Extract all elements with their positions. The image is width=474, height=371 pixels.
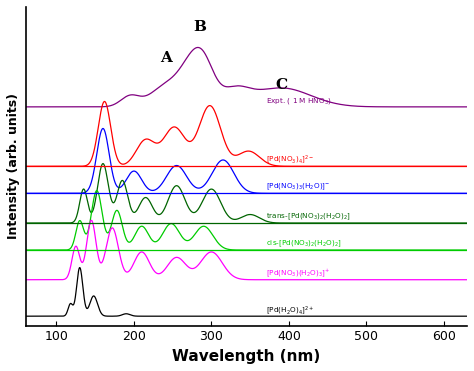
Text: [Pd(NO$_3$)(H$_2$O)$_3$]$^{+}$: [Pd(NO$_3$)(H$_2$O)$_3$]$^{+}$ <box>265 267 330 279</box>
Text: A: A <box>161 51 173 65</box>
Text: [Pd(NO$_3$)$_3$(H$_2$O)]$^{-}$: [Pd(NO$_3$)$_3$(H$_2$O)]$^{-}$ <box>265 181 330 192</box>
Text: Expt. ( 1 M HNO$_3$): Expt. ( 1 M HNO$_3$) <box>265 96 331 106</box>
Text: cis-[Pd(NO$_3$)$_2$(H$_2$O)$_2$]: cis-[Pd(NO$_3$)$_2$(H$_2$O)$_2$] <box>265 238 342 249</box>
X-axis label: Wavelength (nm): Wavelength (nm) <box>172 349 320 364</box>
Text: C: C <box>275 78 287 92</box>
Text: [Pd(H$_2$O)$_4$]$^{2+}$: [Pd(H$_2$O)$_4$]$^{2+}$ <box>265 304 314 317</box>
Text: trans-[Pd(NO$_3$)$_2$(H$_2$O)$_2$]: trans-[Pd(NO$_3$)$_2$(H$_2$O)$_2$] <box>265 211 350 221</box>
Text: B: B <box>193 20 206 34</box>
Y-axis label: Intensity (arb. units): Intensity (arb. units) <box>7 93 20 239</box>
Text: [Pd(NO$_3$)$_4$]$^{2-}$: [Pd(NO$_3$)$_4$]$^{2-}$ <box>265 153 314 166</box>
